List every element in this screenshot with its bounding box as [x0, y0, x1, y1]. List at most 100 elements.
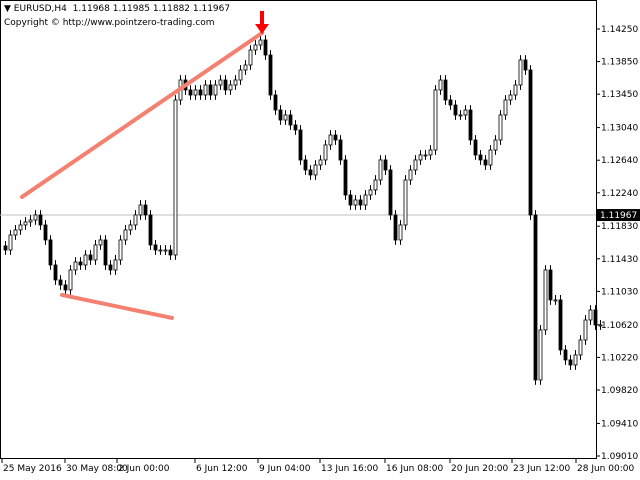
candle-body — [218, 79, 223, 86]
x-tick-label: 28 Jun 00:00 — [577, 464, 634, 474]
candle-body — [408, 169, 413, 181]
dropdown-triangle-icon[interactable]: ▼ — [4, 4, 14, 14]
candle — [48, 235, 53, 270]
candle-body — [133, 214, 138, 226]
candle — [53, 260, 58, 285]
candle — [448, 95, 453, 110]
candle-body — [23, 221, 28, 226]
candle-body — [273, 94, 278, 111]
candle — [353, 195, 358, 210]
candle — [13, 225, 18, 240]
candle — [168, 245, 173, 260]
candle-body — [428, 149, 433, 156]
candle — [23, 217, 28, 230]
candle — [508, 90, 513, 105]
candle-body — [73, 261, 78, 271]
candle-body — [98, 239, 103, 246]
candle — [293, 120, 298, 135]
candle-body — [498, 114, 503, 141]
candle-body — [523, 59, 528, 71]
candle-body — [28, 219, 33, 223]
candle — [73, 257, 78, 275]
candle — [593, 305, 598, 330]
candle-body — [208, 84, 213, 96]
candle-body — [393, 214, 398, 241]
candle — [303, 155, 308, 175]
x-tick-label: 2 Jun 00:00 — [118, 464, 170, 474]
candle-body — [543, 269, 548, 331]
candle — [563, 345, 568, 365]
candle-body — [583, 319, 588, 341]
candle-body — [18, 224, 23, 231]
candle-body — [413, 159, 418, 171]
candle-body — [353, 199, 358, 206]
candle-body — [288, 114, 293, 126]
candle-body — [198, 89, 203, 96]
candle-body — [243, 64, 248, 71]
y-tick-label: 1.12640 — [601, 156, 638, 166]
candle — [28, 215, 33, 227]
candle — [308, 165, 313, 180]
candle-body — [88, 254, 93, 261]
candle — [8, 230, 13, 255]
candle — [408, 165, 413, 185]
candle-body — [123, 229, 128, 241]
candle — [203, 80, 208, 100]
candle-body — [443, 79, 448, 101]
candle-body — [573, 354, 578, 366]
candle — [568, 355, 573, 370]
candle-body — [268, 54, 273, 96]
candle-body — [118, 239, 123, 261]
candle — [93, 240, 98, 265]
candle — [18, 220, 23, 235]
y-tick-label: 1.09820 — [601, 386, 638, 396]
candle — [83, 250, 88, 270]
y-tick-label: 1.12240 — [601, 189, 638, 199]
candle — [533, 210, 538, 385]
candle-body — [78, 261, 83, 266]
candle-body — [43, 224, 48, 241]
candle-body — [38, 214, 43, 226]
candle-body — [253, 44, 258, 51]
candle — [383, 155, 388, 175]
candle-body — [333, 134, 338, 141]
candle — [98, 235, 103, 250]
candle-body — [328, 134, 333, 146]
candle — [198, 85, 203, 100]
candle-body — [493, 139, 498, 151]
candle-body — [138, 204, 143, 216]
candle-body — [323, 144, 328, 161]
candle-body — [228, 84, 233, 91]
candle — [113, 255, 118, 275]
candle-body — [388, 169, 393, 216]
candle — [193, 85, 198, 100]
candle-body — [68, 269, 73, 291]
candle — [128, 220, 133, 235]
candle-body — [528, 69, 533, 216]
candle-body — [593, 309, 598, 326]
candle-body — [283, 114, 288, 121]
candle — [68, 265, 73, 295]
ohlc-readout: 1.11968 1.11985 1.11882 1.11967 — [72, 4, 231, 14]
candle-body — [378, 159, 383, 181]
candle — [288, 110, 293, 130]
candle — [498, 110, 503, 145]
candle — [108, 260, 113, 275]
candle-body — [473, 139, 478, 156]
candle-body — [538, 329, 543, 381]
x-tick-label: 23 Jun 12:00 — [513, 464, 570, 474]
candle-body — [403, 179, 408, 226]
candle — [228, 80, 233, 95]
x-tick-label: 13 Jun 16:00 — [321, 464, 378, 474]
candle-body — [48, 239, 53, 266]
candle — [148, 210, 153, 250]
x-tick-label: 25 May 2016 — [3, 464, 62, 474]
candle — [453, 100, 458, 120]
candle — [458, 110, 463, 120]
candle-body — [13, 229, 18, 236]
candle-body — [383, 159, 388, 171]
candle-body — [188, 89, 193, 96]
candle — [248, 45, 253, 70]
y-tick-label: 1.13850 — [601, 58, 638, 68]
